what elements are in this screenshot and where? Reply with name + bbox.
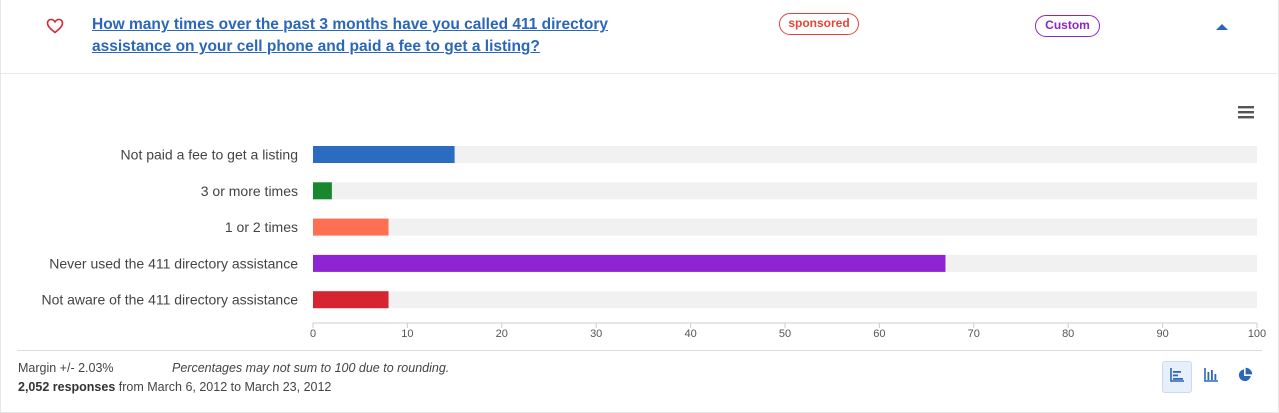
x-tick-label: 40	[684, 328, 696, 340]
caret-up-icon[interactable]	[1214, 20, 1230, 32]
bar[interactable]	[313, 218, 389, 236]
pie-chart-view-button[interactable]	[1230, 361, 1260, 393]
date-range: from March 6, 2012 to March 23, 2012	[115, 380, 332, 394]
category-label: 1 or 2 times	[225, 219, 298, 235]
category-label: 3 or more times	[201, 183, 298, 199]
x-tick-label: 60	[873, 328, 885, 340]
vertical-bar-chart-icon	[1203, 367, 1219, 388]
x-tick-label: 50	[779, 328, 791, 340]
x-tick-label: 10	[401, 328, 413, 340]
custom-badge[interactable]: Custom	[1035, 15, 1100, 37]
vertical-bar-view-button[interactable]	[1196, 361, 1226, 393]
rounding-note: Percentages may not sum to 100 due to ro…	[172, 361, 450, 375]
category-label: Never used the 411 directory assistance	[49, 255, 298, 271]
category-label: Not paid a fee to get a listing	[121, 147, 298, 163]
x-tick-label: 20	[496, 328, 508, 340]
pie-chart-icon	[1237, 367, 1253, 388]
bar-track	[313, 146, 1257, 163]
bar-track	[313, 291, 1257, 309]
responses-summary: 2,052 responses from March 6, 2012 to Ma…	[18, 380, 331, 394]
heart-outline-icon[interactable]	[46, 18, 64, 34]
x-tick-label: 0	[310, 328, 316, 340]
footer-divider	[17, 350, 1262, 351]
horizontal-bar-chart: Not paid a fee to get a listing 3 or more…	[41, 146, 1266, 340]
x-tick-label: 80	[1062, 328, 1074, 340]
sponsored-badge: sponsored	[779, 13, 859, 35]
responses-count: 2,052 responses	[18, 380, 116, 394]
question-header: How many times over the past 3 months ha…	[1, 0, 1279, 74]
bar[interactable]	[313, 291, 389, 309]
horizontal-bar-chart-icon	[1169, 367, 1185, 388]
question-title-link[interactable]: How many times over the past 3 months ha…	[92, 16, 608, 55]
x-tick-label: 30	[590, 328, 602, 340]
hamburger-menu-icon[interactable]	[1237, 104, 1255, 120]
bar[interactable]	[313, 254, 946, 272]
category-label: Not aware of the 411 directory assistanc…	[41, 292, 298, 308]
bar-track	[313, 182, 1257, 200]
margin-of-error: Margin +/- 2.03%	[18, 361, 114, 375]
x-tick-label: 100	[1248, 328, 1266, 340]
bar[interactable]	[313, 182, 332, 200]
horizontal-bar-view-button[interactable]	[1162, 361, 1192, 393]
bar[interactable]	[313, 146, 455, 163]
x-tick-label: 70	[968, 328, 980, 340]
bar-track	[313, 218, 1257, 236]
x-tick-label: 90	[1156, 328, 1168, 340]
